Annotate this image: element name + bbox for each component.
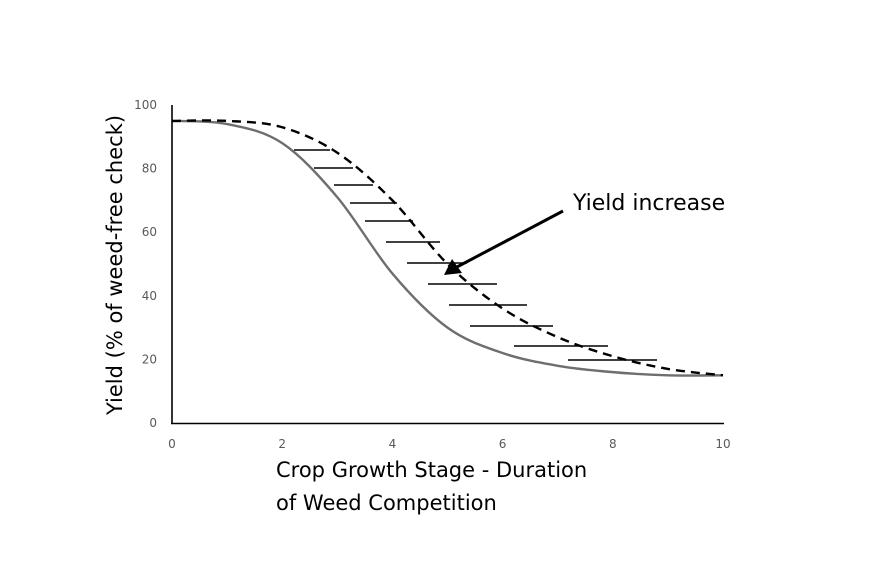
- x-tick-label: 10: [715, 437, 730, 451]
- x-axis-title-line2: of Weed Competition: [276, 491, 497, 515]
- x-axis-title-line1: Crop Growth Stage - Duration: [276, 458, 587, 482]
- x-tick-labels: 0 2 4 6 8 10: [168, 437, 730, 451]
- y-tick-label: 0: [149, 416, 157, 430]
- y-tick-label: 80: [142, 162, 157, 176]
- solid-yield-curve: [171, 119, 724, 377]
- x-tick-label: 2: [278, 437, 286, 451]
- dashed-yield-curve: [171, 119, 724, 377]
- y-tick-label: 40: [142, 289, 157, 303]
- x-tick-label: 8: [609, 437, 617, 451]
- y-axis-title: Yield (% of weed-free check): [103, 115, 127, 416]
- yield-increase-hatching: [294, 149, 657, 361]
- x-tick-label: 6: [499, 437, 507, 451]
- y-tick-label: 20: [142, 352, 157, 366]
- annotation-arrow-shaft: [454, 209, 564, 270]
- y-tick-label: 100: [134, 98, 157, 112]
- y-tick-label: 60: [142, 225, 157, 239]
- x-tick-label: 0: [168, 437, 176, 451]
- annotation-arrow-head: [444, 259, 462, 275]
- annotation-yield-increase: Yield increase: [572, 191, 725, 216]
- y-tick-labels: 0 20 40 60 80 100: [134, 98, 157, 430]
- x-tick-label: 4: [389, 437, 397, 451]
